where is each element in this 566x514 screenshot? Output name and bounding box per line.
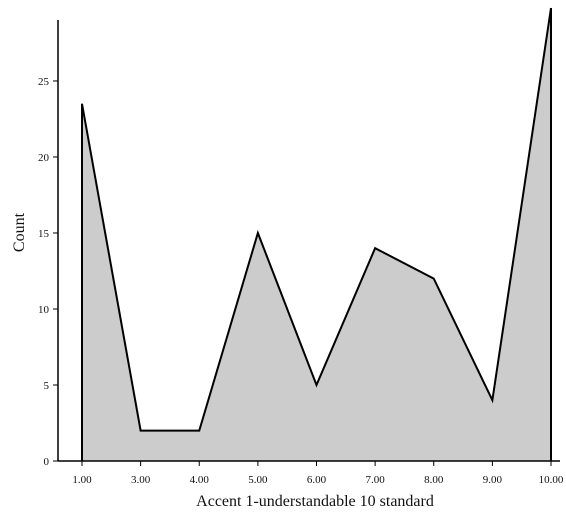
y-axis-title: Count	[11, 212, 28, 252]
y-tick-label-5: 5	[44, 380, 50, 392]
x-tick-label-4.00: 4.00	[190, 474, 210, 486]
y-tick-label-20: 20	[38, 152, 50, 164]
area-layer	[81, 7, 552, 461]
x-tick-label-5.00: 5.00	[248, 474, 268, 486]
x-tick-label-9.00: 9.00	[483, 474, 503, 486]
area-fill	[82, 8, 551, 461]
x-axis-title: Accent 1-understandable 10 standard	[196, 493, 434, 510]
x-tick-label-3.00: 3.00	[131, 474, 151, 486]
x-tick-label-10.00: 10.00	[539, 474, 564, 486]
y-tick-layer: 0 5 10 15 20 25	[38, 76, 58, 468]
x-tick-layer: 1.00 3.00 4.00 5.00 6.00 7.00 8.00 9.00 10.00	[72, 461, 564, 486]
x-tick-label-6.00: 6.00	[307, 474, 327, 486]
axes-layer	[57, 20, 560, 462]
series-line	[81, 7, 552, 432]
y-tick-label-15: 15	[38, 228, 50, 240]
y-tick-label-25: 25	[38, 76, 50, 88]
x-tick-label-1.00: 1.00	[72, 474, 92, 486]
y-tick-label-0: 0	[44, 456, 50, 468]
x-tick-label-7.00: 7.00	[366, 474, 386, 486]
x-tick-label-8.00: 8.00	[424, 474, 444, 486]
y-tick-label-10: 10	[38, 304, 50, 316]
